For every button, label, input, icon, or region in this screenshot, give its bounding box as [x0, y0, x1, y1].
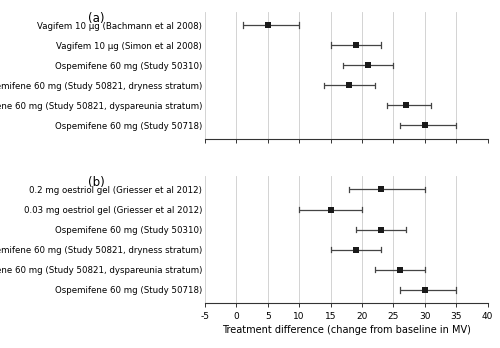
Text: (a): (a)	[88, 12, 104, 25]
X-axis label: Treatment difference (change from baseline in MV): Treatment difference (change from baseli…	[222, 325, 470, 335]
Text: (b): (b)	[88, 176, 104, 189]
